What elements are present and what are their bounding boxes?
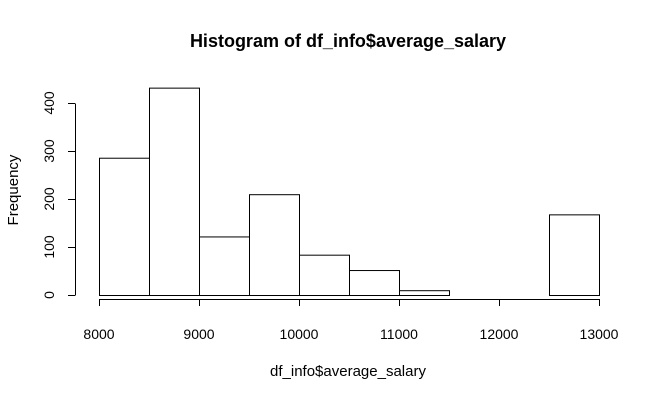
x-axis: 8000 9000 10000 11000 12000 13000 [83, 299, 619, 342]
x-tick-label: 13000 [580, 326, 619, 342]
y-tick-label: 400 [41, 91, 57, 115]
histogram-bar-10000-10500 [299, 254, 350, 296]
histogram-bar-8500-9000 [149, 87, 200, 296]
histogram-bar-12500-13000 [549, 214, 600, 296]
y-tick-label: 200 [41, 187, 57, 211]
x-tick-label: 9000 [183, 326, 214, 342]
histogram-bar-11000-11500 [399, 290, 450, 297]
x-tick-label: 8000 [83, 326, 114, 342]
y-tick-label: 100 [41, 235, 57, 259]
y-tick-label: 0 [41, 291, 57, 299]
x-tick-label: 11000 [380, 326, 418, 342]
y-axis: 0 100 200 300 400 [41, 91, 76, 299]
histogram-bar-10500-11000 [349, 270, 400, 297]
y-tick-label: 300 [41, 139, 57, 163]
x-tick-label: 12000 [480, 326, 519, 342]
chart-title: Histogram of df_info$average_salary [190, 31, 506, 51]
x-axis-label: df_info$average_salary [270, 363, 426, 380]
histogram-bar-9000-9500 [199, 236, 250, 297]
histogram-bar-8000-8500 [99, 157, 150, 296]
y-axis-label: Frequency [5, 154, 22, 225]
histogram-bar-9500-10000 [249, 194, 300, 296]
bars-group [99, 87, 600, 297]
x-tick-label: 10000 [280, 326, 319, 342]
